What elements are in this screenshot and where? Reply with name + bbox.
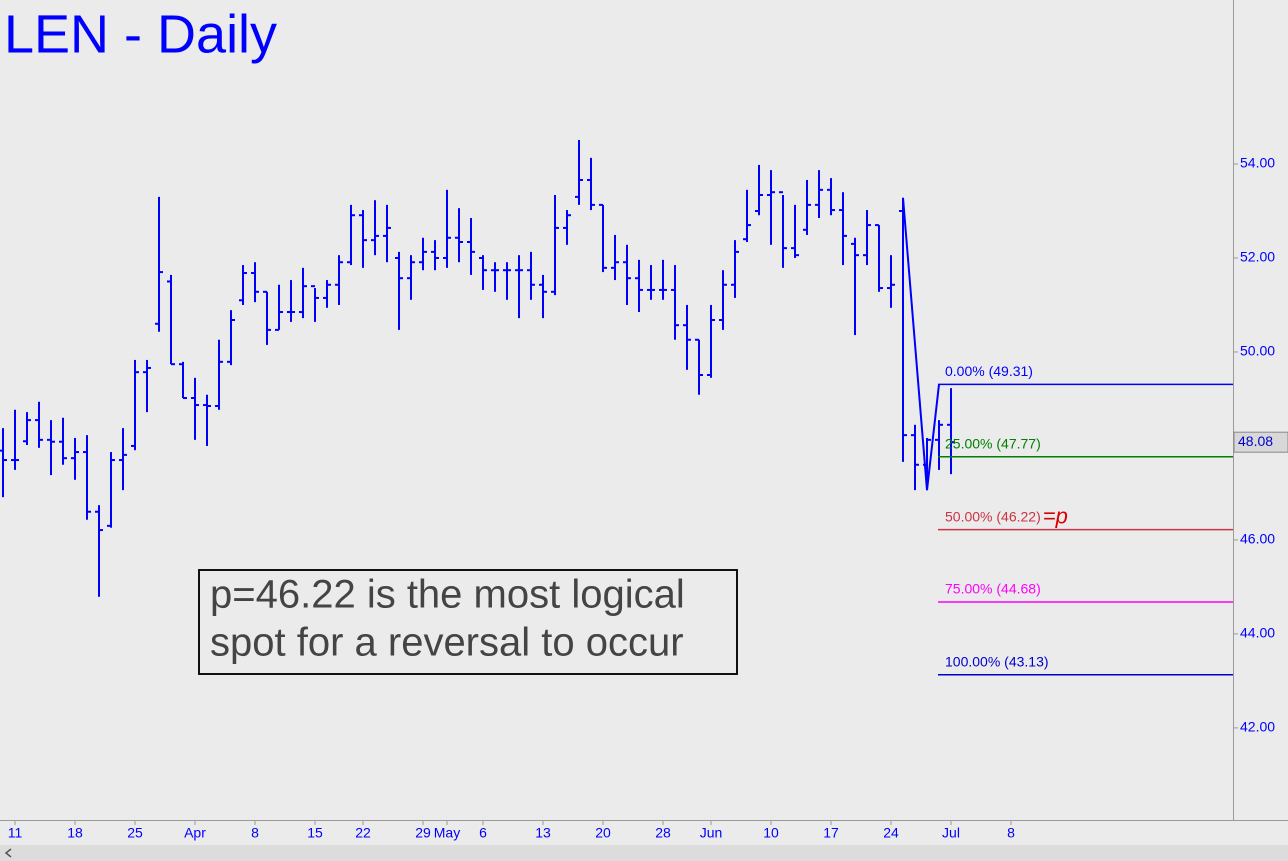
x-tick-label: 18 — [67, 825, 83, 841]
x-tick-label: May — [434, 825, 460, 841]
annotation-box — [198, 569, 738, 675]
chart-title: LEN - Daily — [4, 4, 277, 64]
y-tick-label: 42.00 — [1240, 719, 1275, 735]
y-tick-label: 52.00 — [1240, 249, 1275, 265]
x-tick-label: 25 — [127, 825, 143, 841]
level-note: =p — [1043, 503, 1068, 528]
x-tick-label: 20 — [595, 825, 611, 841]
annotation-text: p=46.22 is the most logical — [210, 573, 685, 617]
y-tick-label: 44.00 — [1240, 625, 1275, 641]
swing-line — [902, 197, 940, 491]
y-tick-label: 46.00 — [1240, 531, 1275, 547]
level-label: 0.00% (49.31) — [945, 363, 1033, 379]
x-tick-label: 17 — [823, 825, 839, 841]
x-tick-label: 22 — [355, 825, 371, 841]
x-tick-label: 10 — [763, 825, 779, 841]
x-tick-label: Apr — [184, 825, 206, 841]
x-tick-label: 28 — [655, 825, 671, 841]
x-tick-label: 13 — [535, 825, 551, 841]
level-label: 75.00% (44.68) — [945, 581, 1041, 597]
x-tick-label: 11 — [8, 825, 23, 841]
y-tick-label: 50.00 — [1240, 343, 1275, 359]
x-tick-label: 6 — [479, 825, 487, 841]
last-price-label: 48.08 — [1238, 433, 1273, 449]
x-tick-label: Jul — [942, 825, 960, 841]
x-tick-label: Jun — [700, 825, 723, 841]
level-label: 50.00% (46.22) — [945, 508, 1041, 524]
annotation-text: spot for a reversal to occur — [210, 621, 684, 665]
level-label: 25.00% (47.77) — [945, 435, 1041, 451]
x-tick-label: 29 — [415, 825, 431, 841]
x-tick-label: 8 — [1007, 825, 1015, 841]
scrollbar[interactable] — [0, 845, 1288, 861]
y-tick-label: 54.00 — [1240, 155, 1275, 171]
x-tick-label: 24 — [883, 825, 899, 841]
scroll-left-arrow[interactable] — [4, 848, 12, 858]
level-label: 100.00% (43.13) — [945, 653, 1049, 669]
x-tick-label: 8 — [251, 825, 259, 841]
x-tick-label: 15 — [307, 825, 323, 841]
last-price-box — [1233, 431, 1288, 453]
